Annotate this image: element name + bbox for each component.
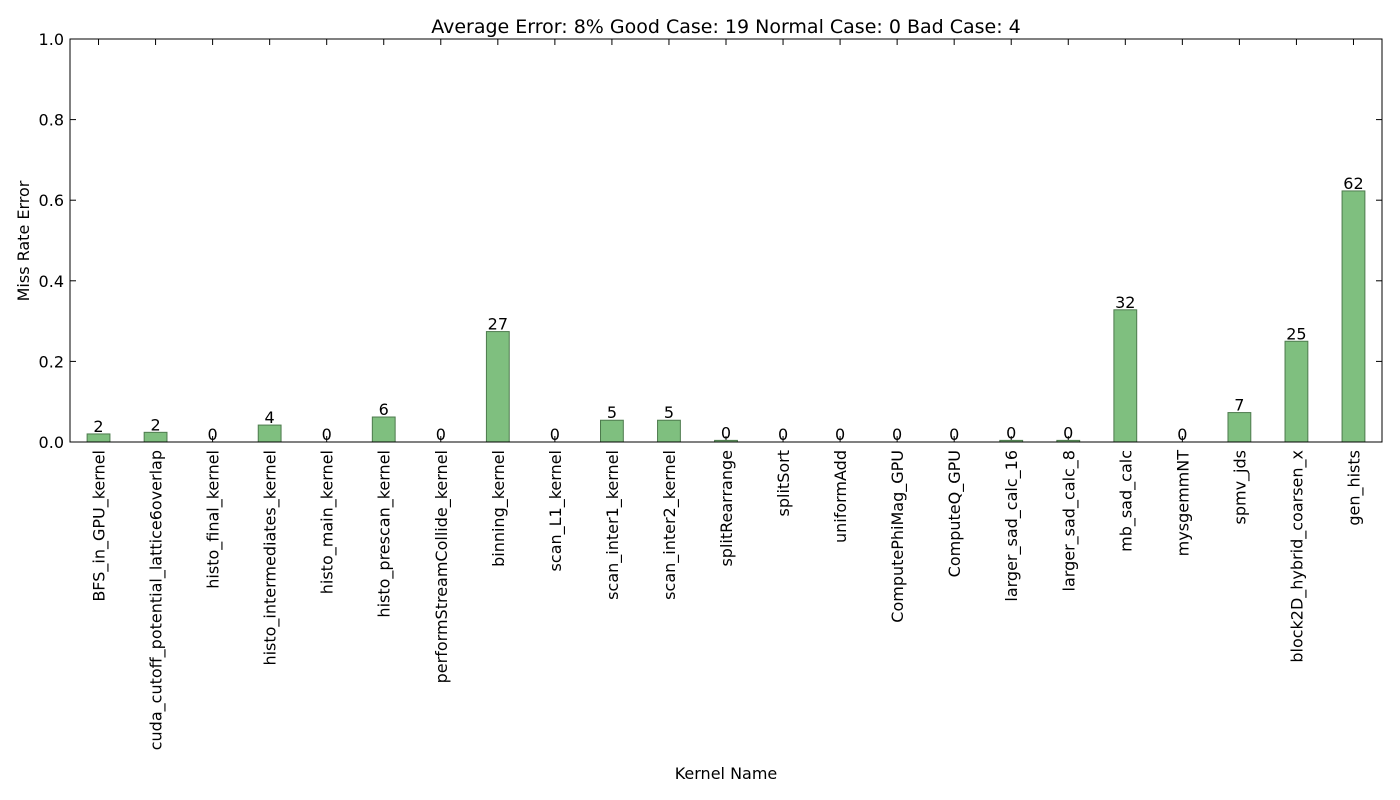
value-label: 0 — [892, 425, 902, 444]
x-tick-label: binning_kernel — [489, 450, 509, 567]
value-label: 2 — [93, 417, 103, 436]
x-tick-label: scan_inter1_kernel — [603, 450, 623, 600]
value-label: 0 — [721, 423, 731, 442]
x-tick-label: splitRearrange — [717, 450, 736, 567]
value-label: 2 — [150, 415, 160, 434]
value-label: 0 — [1063, 423, 1073, 442]
x-tick-label: BFS_in_GPU_kernel — [90, 450, 110, 602]
x-tick-label: histo_prescan_kernel — [375, 450, 395, 618]
value-label: 25 — [1286, 324, 1306, 343]
value-label: 0 — [1177, 425, 1187, 444]
y-tick-label: 0.6 — [39, 191, 64, 210]
bar — [485, 331, 510, 443]
value-label: 0 — [949, 425, 959, 444]
bar — [600, 419, 624, 443]
x-tick-label: larger_sad_calc_16 — [1002, 450, 1022, 602]
bar — [657, 419, 681, 443]
value-label: 0 — [322, 425, 332, 444]
bar — [371, 416, 396, 443]
x-tick-label: scan_L1_kernel — [546, 450, 566, 571]
y-tick-label: 1.0 — [39, 30, 64, 49]
x-tick-label: ComputeQ_GPU — [945, 450, 965, 577]
bar — [1341, 190, 1366, 443]
bar — [257, 424, 282, 443]
x-tick-label: gen_hists — [1344, 450, 1364, 526]
value-label: 0 — [436, 425, 446, 444]
x-tick-label: performStreamCollide_kernel — [432, 450, 452, 683]
y-tick-label: 0.2 — [39, 352, 64, 371]
x-tick-label: histo_final_kernel — [204, 450, 224, 589]
x-tick-label: mysgemmNT — [1173, 450, 1192, 557]
bar — [1284, 340, 1309, 443]
value-label: 5 — [607, 403, 617, 422]
value-label: 62 — [1343, 174, 1363, 193]
x-tick-label: mb_sad_calc — [1116, 450, 1136, 552]
y-tick-label: 0.0 — [39, 433, 64, 452]
value-label: 4 — [265, 408, 275, 427]
value-label: 7 — [1234, 396, 1244, 415]
value-label: 0 — [208, 425, 218, 444]
x-tick-label: block2D_hybrid_coarsen_x — [1287, 450, 1307, 663]
x-tick-label: spmv_jds — [1230, 450, 1250, 524]
value-label: 0 — [1006, 423, 1016, 442]
x-tick-label: uniformAdd — [831, 450, 850, 543]
value-label: 6 — [379, 400, 389, 419]
x-tick-label: histo_intermediates_kernel — [261, 450, 281, 666]
value-label: 0 — [835, 425, 845, 444]
plot-frame — [69, 38, 1383, 443]
x-tick-label: ComputePhiMag_GPU — [888, 450, 908, 623]
x-tick-label: cuda_cutoff_potential_lattice6overlap — [147, 450, 167, 750]
value-label: 0 — [778, 425, 788, 444]
value-label: 5 — [664, 403, 674, 422]
value-label: 32 — [1115, 293, 1135, 312]
x-tick-label: scan_inter2_kernel — [660, 450, 680, 600]
y-tick-label: 0.8 — [39, 111, 64, 130]
y-tick-label: 0.4 — [39, 272, 64, 291]
bar — [1227, 412, 1252, 443]
chart-title: Average Error: 8% Good Case: 19 Normal C… — [431, 16, 1021, 38]
value-label: 27 — [488, 315, 508, 334]
x-tick-label: histo_main_kernel — [318, 450, 338, 594]
y-axis-label: Miss Rate Error — [14, 180, 33, 301]
x-axis-label: Kernel Name — [675, 764, 778, 783]
value-label: 0 — [550, 425, 560, 444]
x-tick-label: larger_sad_calc_8 — [1059, 450, 1079, 591]
x-tick-label: splitSort — [774, 450, 793, 516]
bar — [1113, 309, 1138, 443]
